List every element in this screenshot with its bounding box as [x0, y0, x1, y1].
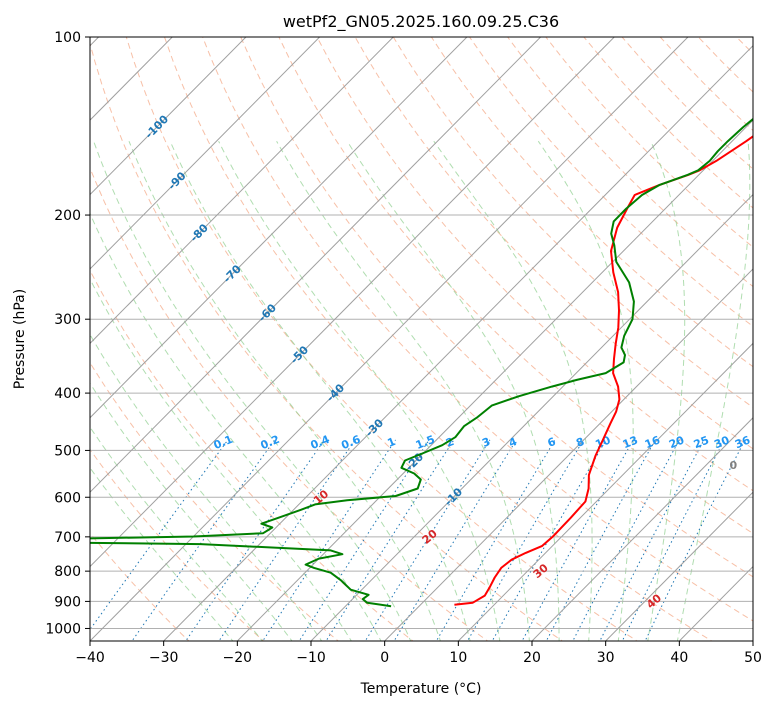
- isotherm-line: [90, 37, 542, 493]
- moist-adiabat-line: [433, 140, 593, 641]
- mixing-ratio-line: [491, 439, 607, 641]
- dry-adiabat-line: [468, 37, 753, 328]
- mixing-ratio-label: 16: [643, 433, 662, 451]
- isotherm-line: [310, 193, 753, 641]
- mixing-ratio-lines: [90, 439, 746, 641]
- moist-adiabat-line: [93, 141, 412, 641]
- isotherm-line: [90, 37, 689, 641]
- y-tick-label: 100: [54, 30, 81, 46]
- mixing-ratio-line: [325, 439, 455, 641]
- x-tick-label: −10: [296, 650, 326, 666]
- dewpoint-profile-line: [90, 117, 753, 608]
- mixing-ratio-label: 20: [667, 433, 686, 451]
- y-tick-label: 200: [54, 208, 81, 224]
- mixing-ratio-line: [599, 439, 705, 641]
- mixing-ratio-line: [185, 439, 325, 641]
- isotherm-line: [236, 119, 753, 641]
- plot-frame: [89, 36, 754, 642]
- x-axis-title: Temperature (°C): [360, 681, 482, 697]
- y-tick-label: 1000: [45, 621, 81, 637]
- mixing-ratio-line: [572, 439, 680, 641]
- chart-title: wetPf2_GN05.2025.160.09.25.C36: [283, 12, 559, 32]
- x-tick-label: 10: [449, 650, 467, 666]
- mixing-ratio-line: [131, 439, 276, 641]
- isotherm-line: [90, 37, 321, 270]
- dry-adiabat-line: [278, 37, 753, 535]
- moist-adiabat-line: [218, 140, 501, 641]
- plot-area: -100-90-80-70-60-50-40-30-20-100.1 0.2 0.4…: [90, 37, 753, 641]
- y-axis-ticks: 100 200 300 400 500 600 700 800 900 1000: [45, 30, 90, 637]
- sounding-profiles: [90, 117, 753, 608]
- y-axis-title: Pressure (hPa): [12, 289, 28, 389]
- moist-adiabat-line: [276, 140, 530, 641]
- mixing-ratio-line: [621, 439, 725, 641]
- y-tick-label: 300: [54, 312, 81, 328]
- moist-adiabat-line: [346, 140, 560, 641]
- moist-adiabat-line: [647, 141, 686, 641]
- mixing-ratio-label: 2: [444, 435, 456, 450]
- isotherm-line: [90, 37, 394, 345]
- isotherm-line: [604, 491, 753, 641]
- moist-adiabat-line: [537, 140, 634, 641]
- pressure-gridlines: [90, 37, 753, 629]
- moist-adiabat-line: [90, 333, 323, 641]
- y-tick-label: 700: [54, 530, 81, 546]
- isotherm-line: [531, 417, 753, 641]
- x-tick-label: 20: [523, 650, 541, 666]
- y-tick-label: 500: [54, 443, 81, 459]
- dry-adiabat-line: [240, 37, 753, 578]
- x-tick-label: 40: [670, 650, 688, 666]
- dry-adiabat-line: [316, 37, 753, 492]
- temperature-profile-line: [454, 135, 753, 606]
- isotherm-line: [162, 45, 753, 641]
- mixing-ratio-label: 3: [480, 435, 492, 450]
- moist-adiabat-line: [676, 141, 751, 641]
- mixing-ratio-label: 1: [386, 435, 398, 450]
- moist-adiabat-line: [90, 212, 382, 641]
- dry-adiabat-line: [163, 37, 713, 641]
- mixing-ratio-label: 25: [692, 434, 711, 452]
- isotherms: [90, 37, 753, 641]
- moist-adiabat-line: [90, 426, 264, 641]
- mixing-ratio-line: [644, 439, 746, 641]
- isotherm-line: [457, 342, 753, 641]
- x-tick-label: −30: [149, 650, 179, 666]
- mixing-ratio-label: 30: [712, 433, 731, 451]
- y-tick-label: 400: [54, 386, 81, 402]
- mixing-ratio-line: [298, 439, 430, 641]
- mixing-ratio-line: [545, 439, 656, 641]
- isotherm-line: [90, 37, 247, 196]
- mixing-ratio-line: [435, 439, 556, 641]
- x-tick-label: −40: [75, 650, 105, 666]
- plot-background: [90, 37, 753, 641]
- moist-adiabat-label: 0: [729, 459, 737, 472]
- x-tick-label: 0: [380, 650, 389, 666]
- mixing-ratio-label: 10: [593, 433, 612, 451]
- mixing-ratio-label: 8: [574, 435, 586, 450]
- x-tick-label: 30: [597, 650, 615, 666]
- x-tick-label: −20: [223, 650, 253, 666]
- y-tick-label: 800: [54, 564, 81, 580]
- mixing-ratio-line: [393, 439, 517, 641]
- y-tick-label: 900: [54, 594, 81, 610]
- isotherm-line: [383, 268, 753, 641]
- isotherm-line: [90, 37, 173, 121]
- x-tick-label: 50: [744, 650, 762, 666]
- mixing-ratio-line: [521, 439, 634, 641]
- isotherm-line: [90, 37, 468, 419]
- y-tick-label: 600: [54, 490, 81, 506]
- x-axis-ticks: −40 −30 −20 −10 0 10 20 30 40 50: [75, 641, 762, 666]
- mixing-ratio-label: 13: [621, 434, 640, 452]
- mixing-ratio-label: 36: [733, 433, 752, 451]
- moist-adiabat-line: [90, 382, 293, 641]
- dry-adiabat-line: [506, 37, 753, 288]
